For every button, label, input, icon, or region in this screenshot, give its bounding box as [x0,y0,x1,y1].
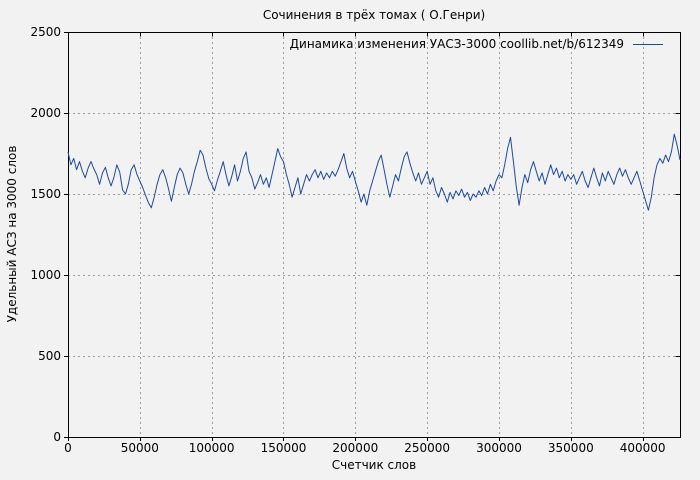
y-tick-label: 500 [38,349,61,363]
y-tick-label: 1000 [30,268,61,282]
x-tick-label: 250000 [404,441,451,455]
legend-label: Динамика изменения УАСЗ-3000 coollib.net… [289,37,624,51]
x-axis-title: Счетчик слов [331,458,417,472]
legend: Динамика изменения УАСЗ-3000 coollib.net… [290,36,663,52]
x-tick-label: 100000 [188,441,235,455]
x-tick-label: 0 [64,441,72,455]
x-tick-label: 50000 [120,441,159,455]
legend-line-sample [633,43,663,45]
y-tick-label: 1500 [30,187,61,201]
y-tick-label: 0 [53,430,61,444]
x-tick-label: 200000 [332,441,379,455]
x-tick-label: 300000 [476,441,522,455]
y-tick-label: 2000 [30,106,61,120]
x-tick-label: 350000 [547,441,594,455]
y-tick-label: 2500 [30,25,61,39]
y-axis-title: Удельный АСЗ на 3000 слов [5,145,19,323]
data-line-series [67,133,681,211]
page-title: Сочинения в трёх томах ( О.Генри) [262,8,486,22]
plot-frame [68,32,681,438]
x-tick-label: 150000 [260,441,307,455]
x-tick-label: 400000 [619,441,666,455]
